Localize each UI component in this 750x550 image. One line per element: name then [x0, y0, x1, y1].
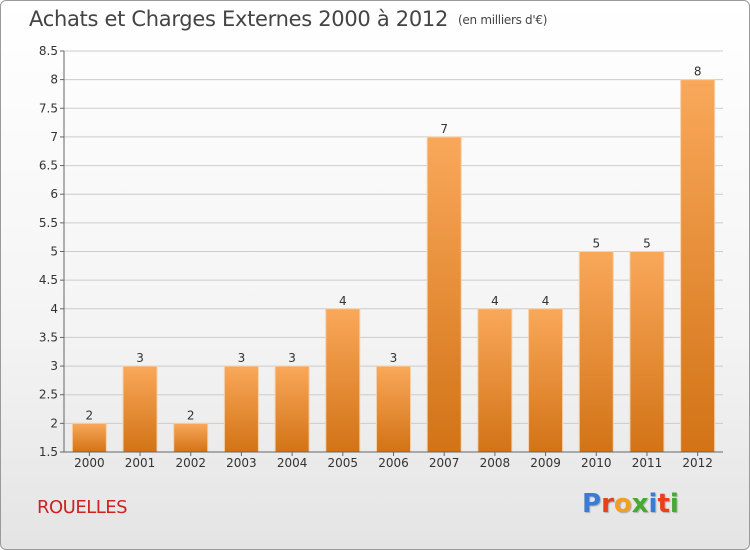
chart-unit: (en milliers d'€) [458, 13, 548, 27]
y-tick-label: 6 [50, 187, 58, 201]
axes [60, 50, 723, 456]
chart-title: Achats et Charges Externes 2000 à 2012 (e… [29, 7, 547, 31]
logo-letter: t [657, 489, 670, 519]
x-tick-label-2002: 2002 [175, 456, 206, 470]
data-label-2002: 2 [187, 408, 195, 422]
bar-2002 [173, 422, 209, 453]
y-tick-label: 2.5 [39, 388, 58, 402]
data-label-2000: 2 [86, 408, 94, 422]
bar-2000 [71, 422, 107, 453]
y-tick-label: 1.5 [39, 445, 58, 459]
labels: 1.5 2 2.5 3 3.5 4 4.5 5 5.5 6 6.5 7 7.5 8 8.5 2 2000 3 200… [39, 44, 713, 470]
x-tick-label-2011: 2011 [632, 456, 663, 470]
x-tick-label-2006: 2006 [378, 456, 409, 470]
data-label-2012: 8 [694, 65, 702, 79]
data-label-2005: 4 [339, 294, 347, 308]
bars [71, 79, 716, 453]
y-tick-label: 8 [50, 73, 58, 87]
data-label-2011: 5 [643, 237, 651, 251]
x-tick-label-2001: 2001 [125, 456, 156, 470]
x-tick-label-2000: 2000 [74, 456, 105, 470]
y-tick-label: 7 [50, 130, 58, 144]
x-tick-label-2008: 2008 [480, 456, 511, 470]
y-tick-label: 3.5 [39, 330, 58, 344]
logo-letter: i [669, 489, 679, 519]
x-tick-label-2007: 2007 [429, 456, 460, 470]
logo-letter: r [601, 489, 614, 519]
bar-2007 [426, 136, 462, 453]
y-tick-label: 3 [50, 359, 58, 373]
data-label-2009: 4 [542, 294, 550, 308]
y-tick-label: 5.5 [39, 216, 58, 230]
bar-2009 [528, 308, 564, 453]
data-label-2008: 4 [491, 294, 499, 308]
data-label-2001: 3 [136, 351, 144, 365]
y-tick-label: 4.5 [39, 273, 58, 287]
x-tick-label-2004: 2004 [277, 456, 308, 470]
x-tick-label-2010: 2010 [581, 456, 612, 470]
bar-2012 [680, 79, 716, 453]
bar-2004 [274, 365, 310, 453]
proxiti-logo: Proxiti [582, 489, 679, 519]
chart-title-text: Achats et Charges Externes 2000 à 2012 [29, 7, 449, 31]
data-label-2003: 3 [238, 351, 246, 365]
y-tick-label: 2 [50, 416, 58, 430]
commune-name: ROUELLES [37, 497, 128, 518]
logo-letter: i [648, 489, 658, 519]
bar-2003 [223, 365, 259, 453]
bar-2010 [578, 251, 614, 453]
x-tick-label-2009: 2009 [530, 456, 561, 470]
x-tick-label-2012: 2012 [682, 456, 713, 470]
y-tick-label: 8.5 [39, 44, 58, 58]
x-tick-label-2003: 2003 [226, 456, 257, 470]
y-tick-label: 7.5 [39, 101, 58, 115]
y-tick-label: 6.5 [39, 159, 58, 173]
bar-2008 [477, 308, 513, 453]
logo-letter: x [631, 489, 649, 519]
y-tick-label: 5 [50, 245, 58, 259]
data-label-2007: 7 [440, 122, 448, 136]
bar-2011 [629, 251, 665, 453]
y-tick-label: 4 [50, 302, 58, 316]
logo-letter: P [582, 489, 602, 519]
bar-2005 [325, 308, 361, 453]
data-label-2006: 3 [390, 351, 398, 365]
logo-letter: o [613, 489, 632, 519]
bar-2001 [122, 365, 158, 453]
data-label-2010: 5 [592, 237, 600, 251]
data-label-2004: 3 [288, 351, 296, 365]
bar-2006 [376, 365, 411, 453]
x-tick-label-2005: 2005 [328, 456, 359, 470]
